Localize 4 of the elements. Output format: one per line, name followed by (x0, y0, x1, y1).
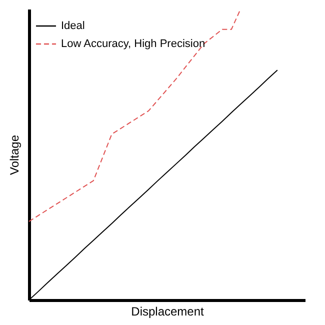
x-axis-title: Displacement (131, 304, 205, 318)
legend-label: Ideal (61, 20, 85, 32)
y-axis-title: Voltage (8, 134, 22, 176)
legend-label: Low Accuracy, High Precision (61, 38, 206, 50)
